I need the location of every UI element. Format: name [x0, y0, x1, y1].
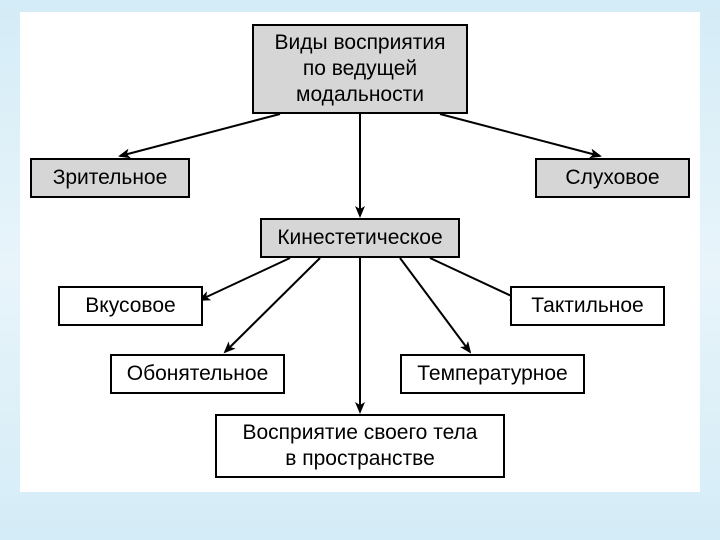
- node-n8: Восприятие своего телав пространстве: [215, 414, 505, 478]
- node-n1: Зрительное: [30, 158, 190, 198]
- node-n6: Обонятельное: [110, 354, 285, 394]
- node-n5: Тактильное: [510, 286, 665, 326]
- node-n3: Кинестетическое: [260, 218, 460, 258]
- node-n7: Температурное: [400, 354, 585, 394]
- node-root: Виды восприятияпо ведущеймодальности: [252, 24, 468, 114]
- diagram-canvas: Виды восприятияпо ведущеймодальности Зрит…: [0, 0, 720, 540]
- node-n2: Слуховое: [535, 158, 690, 198]
- node-n4: Вкусовое: [58, 286, 203, 326]
